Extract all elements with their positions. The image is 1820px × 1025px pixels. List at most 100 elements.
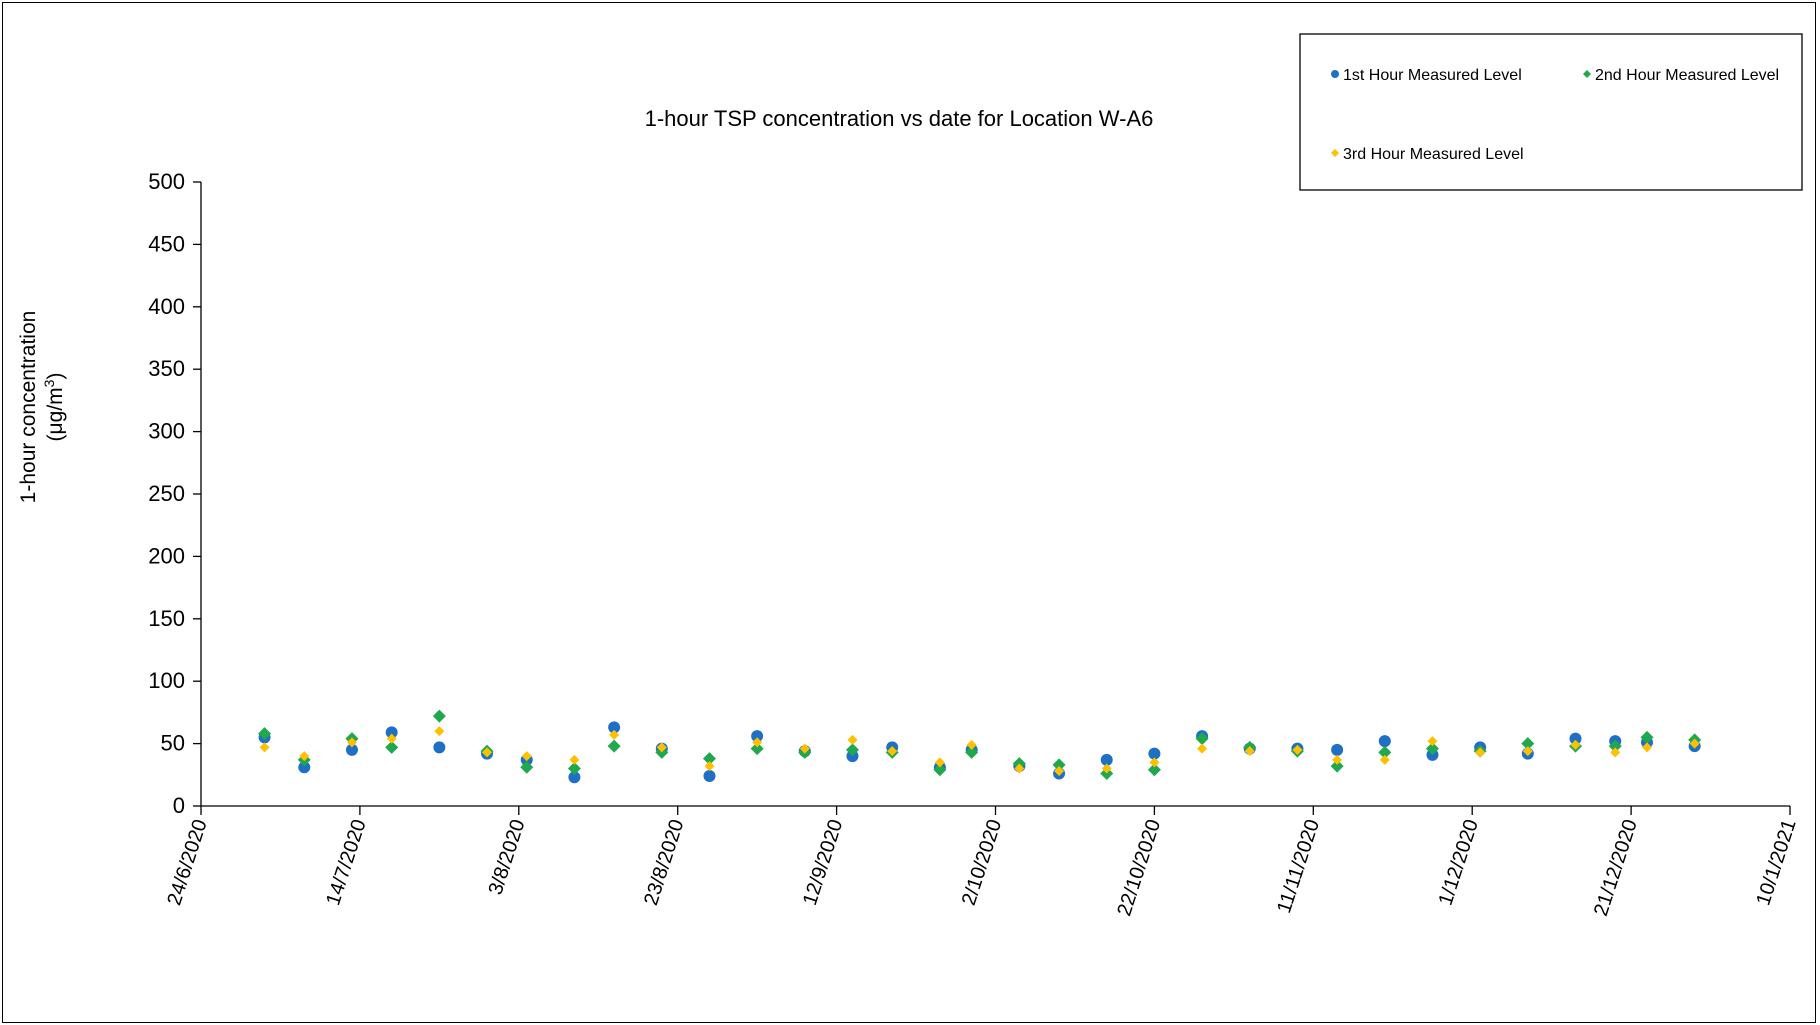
legend-marker: [1583, 70, 1591, 78]
data-point: [299, 751, 310, 762]
series-3: [259, 726, 1700, 777]
data-point: [1427, 736, 1438, 747]
y-axis: 0 50 100 150 200 250 300 350 400 450 500: [148, 169, 202, 818]
data-point: [568, 771, 581, 784]
data-point: [298, 761, 311, 774]
x-tick-label: 14/7/2020: [322, 817, 370, 908]
y-tick-label: 250: [148, 481, 185, 506]
data-point: [1378, 745, 1392, 759]
y-tick-label: 450: [148, 231, 185, 256]
data-point: [607, 739, 621, 753]
data-point: [704, 761, 715, 772]
legend-box: [1299, 33, 1803, 191]
y-tick-label: 150: [148, 606, 185, 631]
data-point: [934, 757, 945, 768]
data-point: [933, 763, 947, 777]
data-point: [433, 741, 446, 754]
x-tick-label: 22/10/2020: [1113, 817, 1165, 919]
data-point: [1522, 746, 1533, 757]
data-point: [656, 742, 667, 753]
y-tick-label: 350: [148, 356, 185, 381]
data-point: [887, 746, 898, 757]
data-point: [1054, 766, 1065, 777]
data-point: [751, 730, 764, 743]
data-point: [345, 743, 358, 756]
x-tick-label: 3/8/2020: [485, 817, 530, 898]
data-point: [258, 727, 272, 741]
data-point: [1244, 746, 1255, 757]
data-point: [346, 737, 357, 748]
data-point: [609, 729, 620, 740]
data-point: [750, 742, 764, 756]
y-unit-superscript: 3: [41, 379, 57, 387]
y-tick-label: 300: [148, 419, 185, 444]
data-point: [847, 734, 858, 745]
x-tick-label: 1/12/2020: [1435, 817, 1483, 908]
data-point: [569, 754, 580, 765]
legend-label: 2nd Hour Measured Level: [1595, 67, 1779, 84]
x-tick-label: 11/11/2020: [1273, 817, 1324, 916]
y-unit-prefix: (μg/m: [44, 387, 67, 441]
y-tick-label: 100: [148, 668, 185, 693]
x-tick-label: 23/8/2020: [640, 817, 688, 908]
data-point: [259, 742, 270, 753]
chart-title: 1-hour TSP concentration vs date for Loc…: [645, 106, 1154, 131]
legend-marker: [1331, 70, 1339, 78]
x-axis: 24/6/2020 14/7/2020 3/8/2020 23/8/2020 12/9/…: [163, 805, 1801, 919]
data-point: [965, 745, 979, 759]
y-unit-suffix: ): [44, 373, 67, 380]
data-point: [1100, 753, 1113, 766]
data-point: [1014, 763, 1025, 774]
data-point: [386, 733, 397, 744]
data-point: [1331, 743, 1344, 756]
data-point: [432, 709, 446, 723]
data-point: [1195, 732, 1209, 746]
data-point: [608, 721, 621, 734]
data-point: [1475, 747, 1486, 758]
data-point: [966, 739, 977, 750]
y-tick-label: 400: [148, 294, 185, 319]
data-point: [702, 752, 716, 766]
data-point: [1640, 730, 1654, 744]
data-point: [799, 743, 810, 754]
data-point: [752, 737, 763, 748]
data-point: [1570, 739, 1581, 750]
data-point: [1332, 754, 1343, 765]
data-point: [1425, 742, 1439, 756]
data-point: [1330, 759, 1344, 773]
data-point: [521, 751, 532, 762]
data-point: [434, 726, 445, 737]
y-axis-label: 1-hour concentration: [17, 311, 40, 504]
y-tick-label: 500: [148, 169, 185, 194]
data-point: [1378, 735, 1391, 748]
data-point: [1292, 744, 1303, 755]
chart-area: 1-hour TSP concentration vs date for Loc…: [17, 33, 1803, 919]
data-point: [385, 726, 398, 739]
legend-marker: [1331, 149, 1339, 157]
data-point: [1147, 763, 1161, 777]
data-point: [1148, 747, 1161, 760]
legend-item-3: 3rd Hour Measured Level: [1331, 146, 1524, 163]
data-point: [1641, 742, 1652, 753]
data-point: [520, 760, 534, 774]
legend-label: 3rd Hour Measured Level: [1343, 146, 1524, 163]
y-tick-label: 0: [173, 793, 185, 818]
legend-item-1: 1st Hour Measured Level: [1331, 67, 1522, 84]
legend-item-2: 2nd Hour Measured Level: [1583, 67, 1779, 84]
y-tick-label: 50: [161, 731, 185, 756]
data-point: [1569, 732, 1582, 745]
plot-points: [258, 709, 1702, 784]
data-point: [1149, 757, 1160, 768]
data-point: [1521, 737, 1535, 751]
legend: 1st Hour Measured Level 2nd Hour Measured…: [1299, 33, 1803, 191]
data-point: [385, 740, 399, 754]
data-point: [1610, 747, 1621, 758]
data-point: [1608, 739, 1622, 753]
x-tick-label: 10/1/2021: [1752, 817, 1800, 908]
data-point: [1052, 758, 1066, 772]
y-axis-unit-label: (μg/m3): [41, 373, 67, 442]
data-point: [845, 743, 859, 757]
data-point: [567, 762, 581, 776]
data-point: [1101, 763, 1112, 774]
